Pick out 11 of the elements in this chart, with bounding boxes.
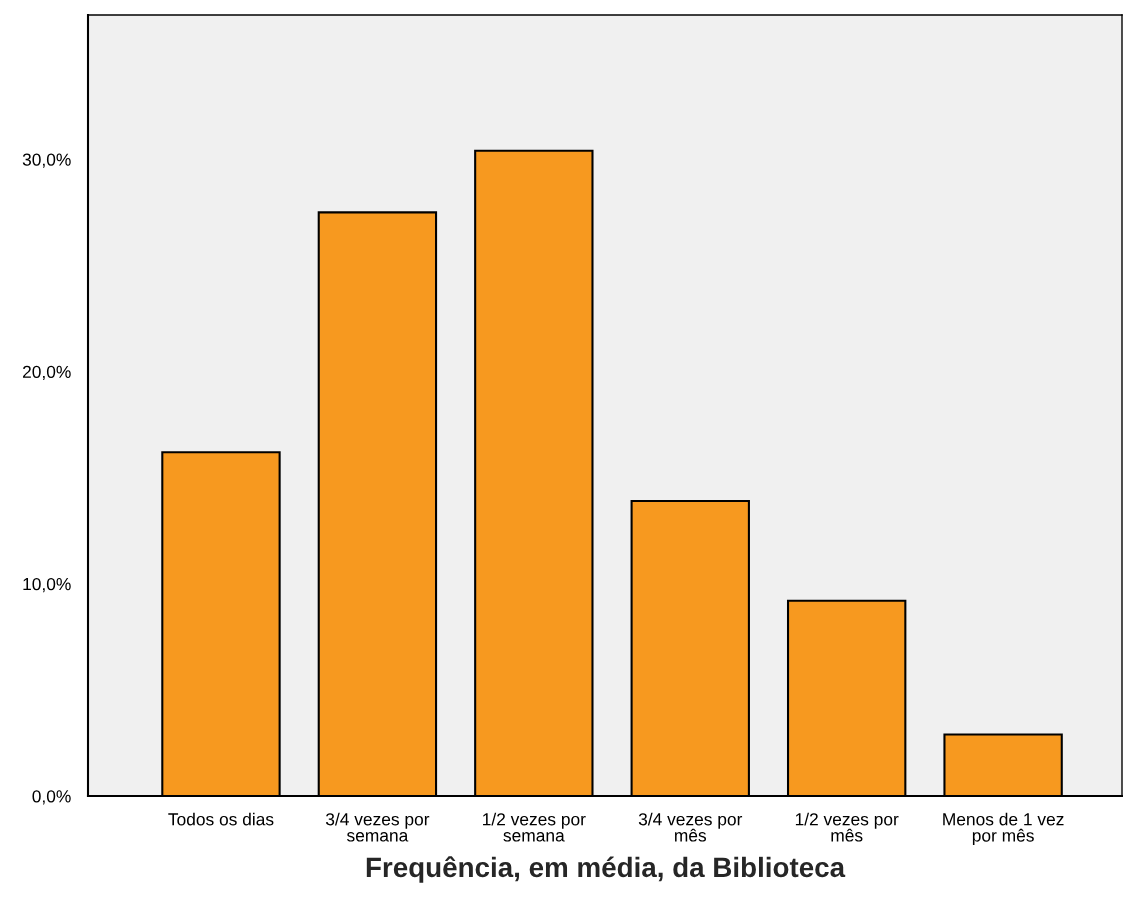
x-tick-label: 3/4 vezes por mês [638, 812, 743, 842]
x-tick-label: Menos de 1 vez por mês [943, 812, 1064, 846]
x-tick-label: 1/2 vezes por semana [483, 812, 586, 842]
x-tick-label: 1/2 vezes por mês [795, 812, 899, 842]
y-tick-label: 30,0% [22, 153, 71, 168]
x-tick-label: Todos os dias [168, 812, 274, 826]
y-tick-label: 10,0% [23, 577, 71, 593]
y-tick-label: 0,0% [32, 790, 71, 805]
x-tick-label: 3/4 vezes por semana [325, 812, 430, 842]
x-axis-title: Frequência, em média, da Biblioteca [366, 856, 846, 883]
y-tick-label: 20,0% [22, 365, 71, 381]
